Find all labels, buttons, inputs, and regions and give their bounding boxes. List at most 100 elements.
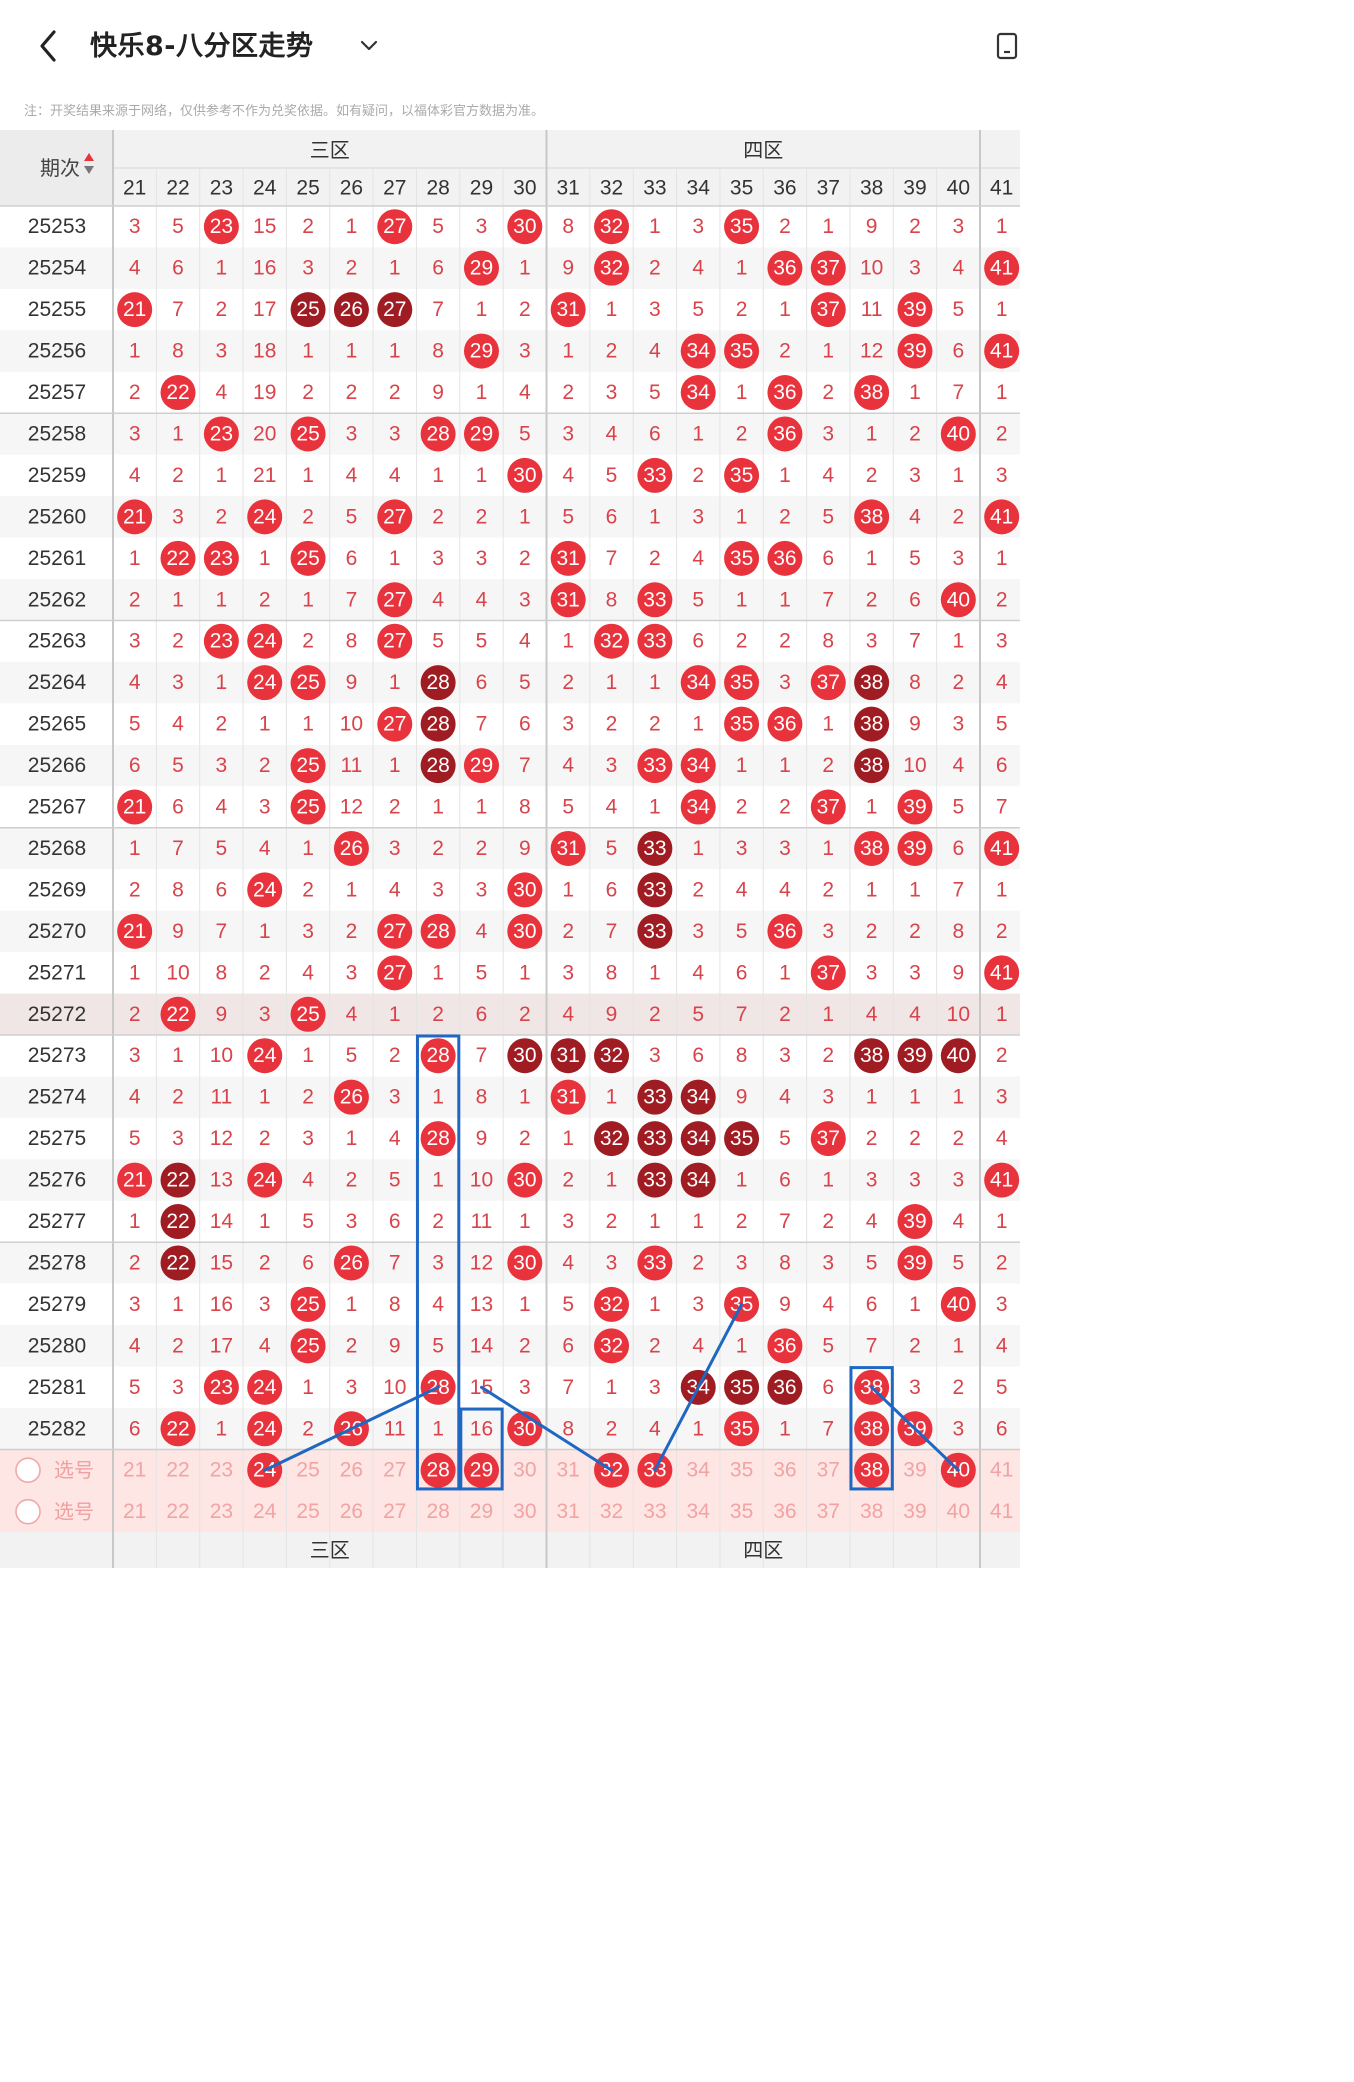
- period-number: 25253: [28, 215, 86, 238]
- drawn-number-ball: [680, 333, 716, 369]
- miss-count: 5: [692, 298, 704, 321]
- miss-count: 9: [736, 1086, 748, 1109]
- footer-zone-label-4: 四区: [743, 1538, 783, 1562]
- select-number-option: 23: [210, 1500, 233, 1523]
- annotation-box: [459, 1407, 504, 1491]
- zone-label-3: 三区: [310, 138, 350, 162]
- drawn-number-label: 38: [860, 837, 883, 860]
- drawn-number-ball: [724, 333, 760, 369]
- miss-count: 5: [952, 796, 964, 819]
- selected-number-ball[interactable]: [420, 1452, 456, 1488]
- select-number-option: 30: [513, 1459, 536, 1482]
- miss-count: 1: [432, 1417, 444, 1440]
- period-number: 25267: [28, 796, 86, 819]
- drawn-number-label: 25: [296, 796, 319, 819]
- miss-count: 1: [259, 547, 271, 570]
- miss-count: 3: [259, 1293, 271, 1316]
- miss-count: 2: [736, 796, 748, 819]
- select-number-option: 23: [210, 1459, 233, 1482]
- drawn-number-label: 28: [426, 422, 449, 445]
- miss-count: 3: [822, 1251, 834, 1274]
- miss-count: 3: [779, 837, 791, 860]
- miss-count: 3: [129, 1044, 141, 1067]
- miss-count: 2: [952, 1127, 964, 1150]
- drawn-number-label: 35: [730, 464, 753, 487]
- miss-count: 1: [432, 1086, 444, 1109]
- chevron-left-icon[interactable]: [30, 26, 70, 66]
- drawn-number-label: 32: [600, 215, 623, 238]
- miss-count: 9: [389, 1334, 401, 1357]
- column-header-35: 35: [730, 177, 753, 200]
- miss-count: 4: [129, 671, 141, 694]
- miss-count: 6: [172, 257, 184, 280]
- miss-count: 2: [866, 588, 878, 611]
- drawn-number-ball: [854, 499, 890, 535]
- miss-count: 1: [562, 1127, 574, 1150]
- miss-count: 8: [432, 340, 444, 363]
- miss-count: 3: [389, 422, 401, 445]
- device-icon[interactable]: [996, 30, 1022, 62]
- drawn-number-label: 25: [296, 298, 319, 321]
- selected-number-ball[interactable]: [854, 1452, 890, 1488]
- select-radio[interactable]: [15, 1457, 41, 1484]
- zone-label-4: 四区: [743, 138, 783, 162]
- drawn-number-ball: [550, 1079, 586, 1115]
- drawn-number-ball: [680, 375, 716, 411]
- drawn-number-label: 38: [860, 1417, 883, 1440]
- miss-count: 4: [519, 381, 531, 404]
- select-radio[interactable]: [15, 1498, 41, 1525]
- miss-count: 6: [302, 1251, 314, 1274]
- miss-count: 4: [259, 837, 271, 860]
- miss-count: 3: [606, 754, 618, 777]
- miss-count: 3: [822, 422, 834, 445]
- period-number: 25275: [28, 1127, 86, 1150]
- miss-count: 9: [476, 1127, 488, 1150]
- miss-count: 4: [692, 1334, 704, 1357]
- drawn-number-label: 22: [166, 1169, 189, 1192]
- miss-count: 9: [866, 215, 878, 238]
- miss-count: 4: [822, 1293, 834, 1316]
- miss-count: 2: [519, 547, 531, 570]
- sort-down-icon[interactable]: [84, 166, 94, 174]
- drawn-number-ball: [290, 1286, 326, 1322]
- miss-count: 1: [519, 1210, 531, 1233]
- miss-count: 4: [519, 630, 531, 653]
- drawn-number-label: 37: [817, 671, 840, 694]
- column-header-34: 34: [687, 177, 711, 200]
- miss-count: 3: [952, 1169, 964, 1192]
- selected-number-ball[interactable]: [463, 1452, 499, 1488]
- miss-count: 10: [383, 1376, 406, 1399]
- miss-count: 4: [562, 464, 574, 487]
- select-number-option: 36: [773, 1500, 796, 1523]
- miss-count: 5: [952, 1251, 964, 1274]
- drawn-number-label: 35: [730, 215, 753, 238]
- select-number-option: 35: [730, 1459, 753, 1482]
- chevron-down-icon[interactable]: [358, 34, 380, 56]
- miss-count: 4: [216, 381, 228, 404]
- drawn-number-ball: [637, 1121, 673, 1157]
- drawn-number-label: 36: [773, 713, 796, 736]
- miss-count: 10: [947, 1003, 970, 1026]
- drawn-number-label: 40: [947, 588, 970, 611]
- miss-count: 6: [129, 754, 141, 777]
- select-number-option: 22: [166, 1500, 189, 1523]
- miss-count: 2: [302, 1417, 314, 1440]
- miss-count: 6: [606, 878, 618, 901]
- miss-count: 2: [822, 754, 834, 777]
- miss-count: 2: [172, 464, 184, 487]
- period-number: 25269: [28, 878, 86, 901]
- miss-count: 13: [470, 1293, 493, 1316]
- drawn-number-label: 36: [773, 422, 796, 445]
- selected-number-label: 38: [860, 1459, 883, 1482]
- miss-count: 3: [952, 547, 964, 570]
- period-number: 25270: [28, 920, 86, 943]
- miss-count: 5: [129, 1127, 141, 1150]
- miss-count: 1: [606, 298, 618, 321]
- drawn-number-ball: [420, 913, 456, 949]
- miss-count: 1: [996, 215, 1008, 238]
- miss-count: 1: [736, 381, 748, 404]
- miss-count: 3: [779, 1044, 791, 1067]
- sort-up-icon[interactable]: [84, 153, 94, 161]
- drawn-number-label: 28: [426, 671, 449, 694]
- drawn-number-label: 39: [903, 1251, 926, 1274]
